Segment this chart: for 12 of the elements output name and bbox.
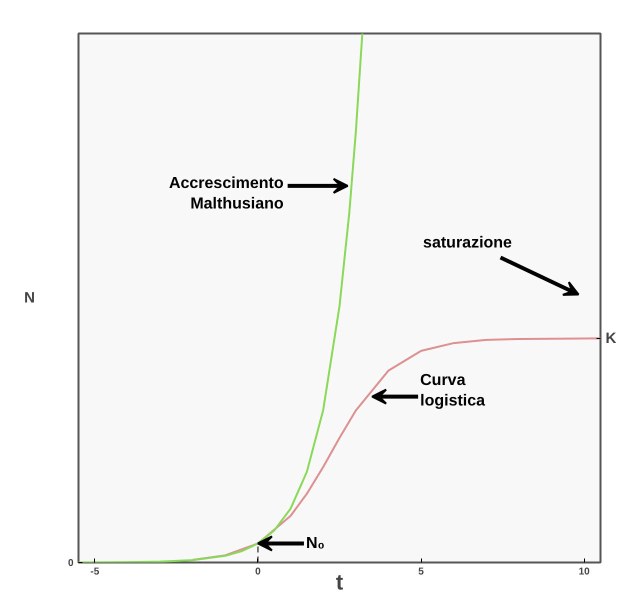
annotation: N₀ xyxy=(306,534,325,552)
x-tick-label: 5 xyxy=(418,566,424,578)
x-tick-label: 10 xyxy=(578,566,590,578)
annotation: K xyxy=(606,330,616,347)
x-tick-label: 0 xyxy=(255,566,262,578)
annotation: Curva logistica xyxy=(420,372,486,410)
annotation: Accrescimento Malthusiano xyxy=(168,175,284,213)
annotation: 0 xyxy=(68,558,74,569)
x-tick-label: -5 xyxy=(90,566,100,578)
y-axis-title: N xyxy=(24,290,35,306)
x-axis-title: t xyxy=(336,570,344,594)
annotation: saturazione xyxy=(423,234,512,252)
